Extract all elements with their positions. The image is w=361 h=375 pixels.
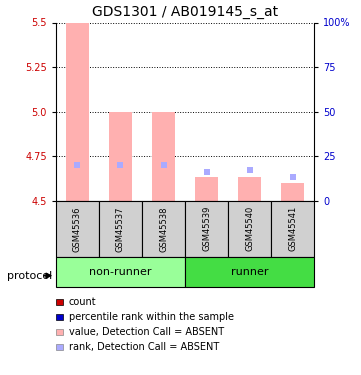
Bar [185, 257, 314, 287]
Bar [109, 112, 132, 201]
Text: value, Detection Call = ABSENT: value, Detection Call = ABSENT [69, 327, 224, 337]
Text: GSM45537: GSM45537 [116, 206, 125, 252]
Bar [195, 177, 218, 201]
Text: protocol: protocol [7, 271, 52, 280]
Text: GSM45541: GSM45541 [288, 206, 297, 251]
Bar [238, 177, 261, 201]
Text: rank, Detection Call = ABSENT: rank, Detection Call = ABSENT [69, 342, 219, 352]
Bar [271, 201, 314, 257]
Bar [56, 201, 99, 257]
Bar [228, 201, 271, 257]
Bar [99, 201, 142, 257]
Text: percentile rank within the sample: percentile rank within the sample [69, 312, 234, 322]
Bar [185, 201, 228, 257]
Bar [142, 201, 185, 257]
Text: GSM45539: GSM45539 [202, 206, 211, 251]
Bar [56, 257, 185, 287]
Text: count: count [69, 297, 96, 307]
Bar [152, 112, 175, 201]
Bar [66, 22, 89, 201]
Text: runner: runner [231, 267, 268, 277]
Text: non-runner: non-runner [89, 267, 152, 277]
Text: GSM45540: GSM45540 [245, 206, 254, 251]
Title: GDS1301 / AB019145_s_at: GDS1301 / AB019145_s_at [92, 5, 278, 19]
Text: GSM45536: GSM45536 [73, 206, 82, 252]
Text: GSM45538: GSM45538 [159, 206, 168, 252]
Bar [281, 183, 304, 201]
